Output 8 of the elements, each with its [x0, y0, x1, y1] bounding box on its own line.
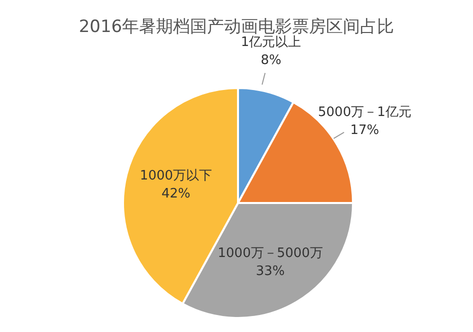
data-label: 8% [260, 52, 282, 68]
slice-label: 5000万－1亿元 [318, 105, 412, 120]
data-label: 17% [350, 123, 380, 138]
data-label: 42% [162, 186, 190, 202]
slice-label: 1亿元以上 [240, 34, 302, 50]
slice-label: 1000万以下 [140, 168, 212, 184]
data-label: 33% [256, 264, 285, 280]
slice-label: 1000万－5000万 [218, 246, 323, 262]
